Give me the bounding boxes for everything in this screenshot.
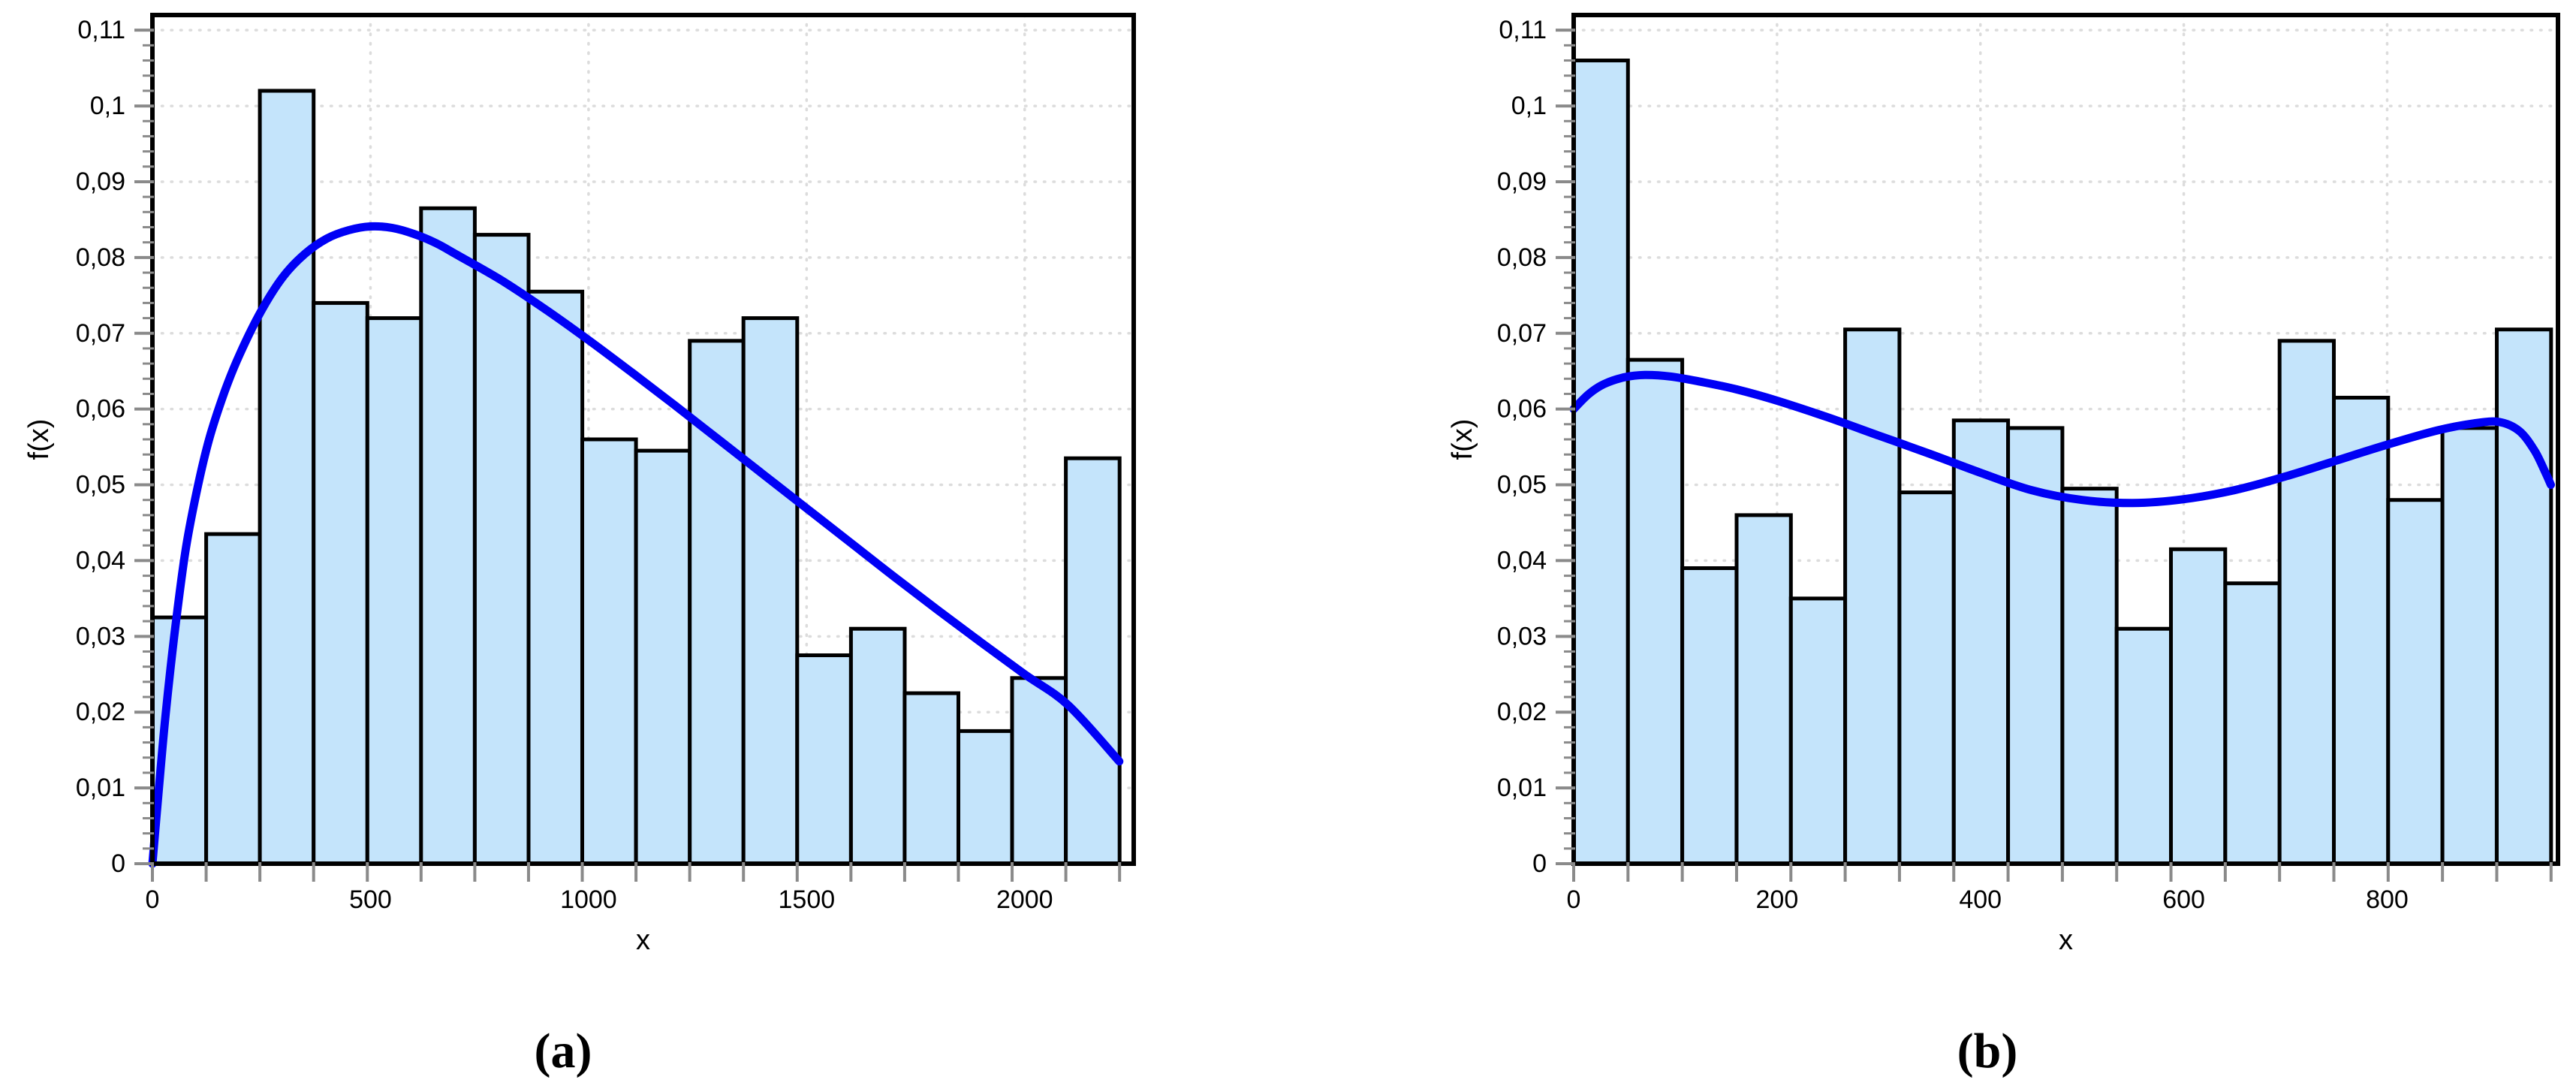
x-tick-label: 600: [2162, 885, 2205, 914]
y-tick-label: 0,08: [76, 243, 125, 272]
histogram-bar: [204, 532, 262, 866]
y-tick-label: 0,03: [76, 622, 125, 650]
x-tick-label: 200: [1756, 885, 1799, 914]
histogram-bar: [795, 653, 853, 866]
histogram-bar: [1788, 596, 1848, 866]
histogram-bar: [848, 626, 907, 866]
x-tick-label: 0: [1567, 885, 1581, 914]
y-tick-label: 0,09: [76, 167, 125, 196]
y-tick-label: 0,11: [1499, 16, 1547, 44]
x-axis-label: x: [2059, 925, 2073, 956]
y-tick-label: 0,02: [76, 698, 125, 726]
y-tick-label: 0,06: [76, 395, 125, 424]
histogram-bar: [957, 729, 1014, 866]
y-tick-label: 0: [111, 849, 125, 878]
histogram-bar: [258, 89, 316, 866]
y-tick-label: 0,11: [77, 16, 125, 44]
x-tick-label: 500: [349, 885, 392, 914]
histogram-bar: [1734, 513, 1793, 866]
y-tick-label: 0,08: [1497, 243, 1547, 272]
histogram-bar: [1680, 566, 1739, 866]
y-tick-label: 0,09: [1497, 167, 1547, 196]
histogram-bar: [2223, 581, 2282, 866]
y-tick-label: 0,01: [76, 774, 125, 802]
x-axis-label: x: [636, 925, 650, 956]
y-axis-label: f(x): [1447, 419, 1478, 460]
y-tick-label: 0,03: [1497, 622, 1547, 650]
y-tick-label: 0,05: [1497, 471, 1547, 499]
histogram-bar: [2440, 426, 2499, 866]
histogram-bar: [1843, 327, 1902, 866]
y-tick-label: 0,04: [76, 546, 125, 575]
histogram-bar: [1951, 418, 2011, 866]
x-tick-label: 1000: [560, 885, 617, 914]
y-tick-label: 0,04: [1497, 546, 1547, 575]
caption-b: (b): [1957, 1024, 2018, 1078]
y-tick-label: 0,1: [90, 92, 125, 120]
histogram-bar: [2386, 498, 2445, 866]
histogram-bar: [365, 316, 423, 866]
fitted-density-curve: [148, 222, 1124, 868]
y-tick-label: 0,02: [1497, 698, 1547, 726]
fitted-density-curve: [1569, 370, 2555, 508]
y-tick-label: 0,01: [1497, 774, 1547, 802]
histogram-bar: [2277, 339, 2336, 866]
y-tick-label: 0,1: [1511, 92, 1547, 120]
x-tick-label: 2000: [996, 885, 1053, 914]
histogram-bar: [2332, 396, 2391, 866]
histogram-bar: [2060, 487, 2119, 866]
x-tick-label: 1500: [779, 885, 836, 914]
y-tick-label: 0,07: [76, 319, 125, 348]
y-tick-label: 0,07: [1497, 319, 1547, 348]
y-tick-label: 0: [1532, 849, 1547, 878]
x-tick-label: 0: [146, 885, 160, 914]
histogram-bar: [1897, 490, 1956, 866]
histogram-bar: [1571, 59, 1630, 866]
histogram-bar: [2114, 626, 2173, 866]
histogram-bar: [419, 206, 477, 866]
y-tick-label: 0,06: [1497, 395, 1547, 424]
histogram-bar: [1625, 357, 1685, 866]
y-axis-label: f(x): [23, 419, 55, 460]
caption-a: (a): [534, 1024, 592, 1078]
histogram-bar: [2169, 547, 2228, 866]
histogram-bar: [2495, 327, 2553, 866]
x-tick-label: 800: [2366, 885, 2409, 914]
x-tick-label: 400: [1959, 885, 2002, 914]
y-tick-label: 0,05: [76, 471, 125, 499]
